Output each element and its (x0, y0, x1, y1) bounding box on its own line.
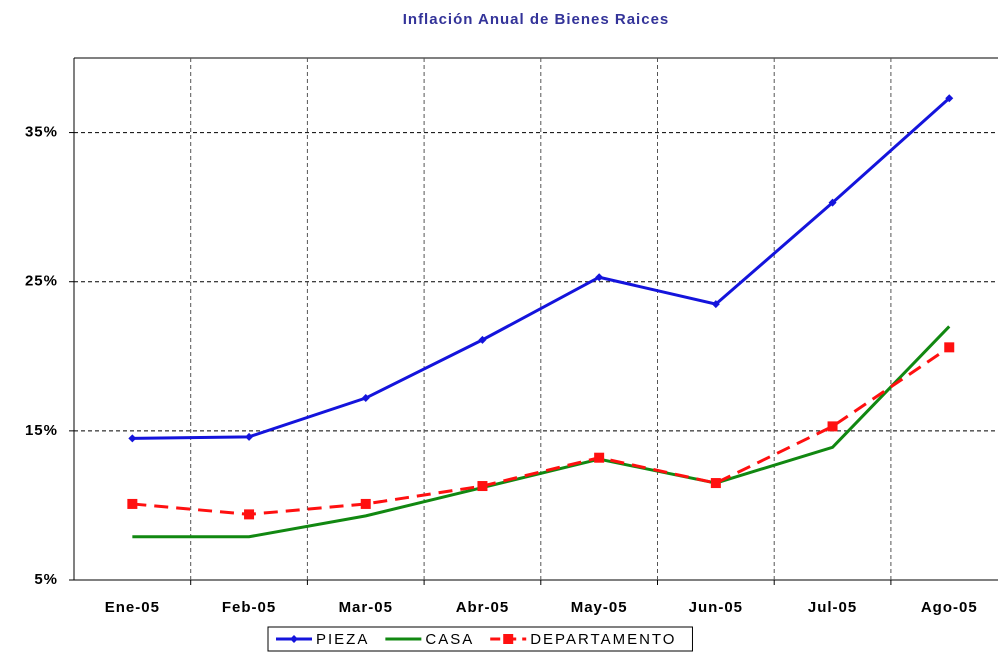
data-point (594, 452, 605, 463)
chart-title: Inflación Anual de Bienes Raices (403, 11, 670, 28)
data-point (711, 300, 720, 309)
data-point (828, 198, 837, 207)
legend-label: CASA (425, 631, 474, 648)
data-point (595, 273, 604, 282)
x-tick-label: Abr-05 (456, 599, 510, 616)
series-line (132, 325, 951, 539)
data-point (127, 498, 138, 509)
data-point (245, 432, 254, 441)
y-tick-label: 5% (34, 571, 58, 588)
y-tick-label: 25% (25, 273, 58, 290)
legend: PIEZA CASA DEPARTAMENTO (267, 626, 693, 652)
data-point (945, 94, 954, 103)
x-tick-label: Jun-05 (689, 599, 743, 616)
series-line (132, 97, 951, 440)
x-tick-label: Ene-05 (105, 599, 160, 616)
legend-marker (290, 635, 298, 643)
legend-box (267, 626, 693, 652)
data-point (944, 342, 955, 353)
data-point (360, 498, 371, 509)
data-point (477, 481, 488, 492)
y-tick-label: 15% (25, 422, 58, 439)
series-line (132, 346, 951, 516)
data-point (710, 478, 721, 489)
x-tick-label: Feb-05 (222, 599, 276, 616)
y-tick-label: 35% (25, 124, 58, 141)
data-point (244, 509, 255, 520)
data-point (478, 335, 487, 344)
legend-label: PIEZA (316, 631, 369, 648)
x-tick-label: May-05 (571, 599, 628, 616)
legend-label: DEPARTAMENTO (530, 631, 676, 648)
data-point (827, 421, 838, 432)
data-point (128, 434, 137, 443)
x-tick-label: Ago-05 (921, 599, 978, 616)
x-tick-label: Mar-05 (339, 599, 393, 616)
data-point (361, 394, 370, 403)
x-tick-label: Jul-05 (808, 599, 857, 616)
legend-marker (503, 634, 514, 644)
